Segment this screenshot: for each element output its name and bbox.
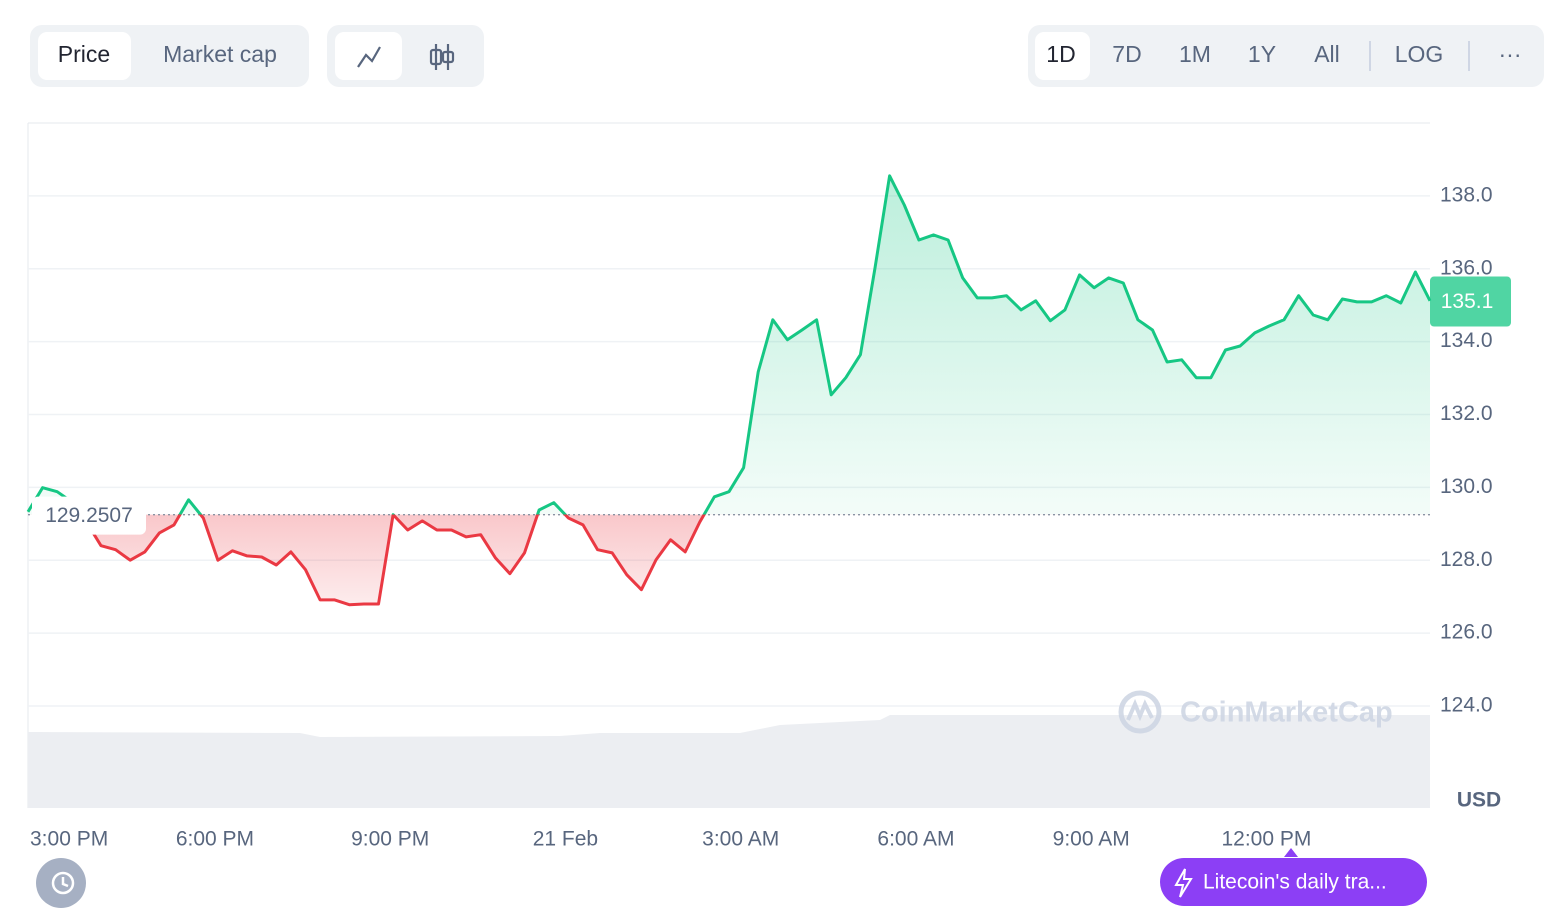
- baseline-label-box: [32, 496, 146, 535]
- y-tick-label: 138.0: [1440, 183, 1493, 206]
- tab-active[interactable]: [38, 32, 131, 80]
- watermark-text: CoinMarketCap: [1180, 697, 1393, 729]
- x-tick-label: 21 Feb: [533, 828, 598, 851]
- last-price-label: 135.1: [1441, 290, 1494, 313]
- range-group: [1028, 25, 1544, 87]
- range-1y[interactable]: 1Y: [1248, 41, 1276, 67]
- range-7d[interactable]: 7D: [1112, 41, 1141, 67]
- y-tick-label: 124.0: [1440, 694, 1493, 717]
- y-tick-label: 134.0: [1440, 329, 1493, 352]
- line-icon: [357, 46, 381, 68]
- y-tick-label: 132.0: [1440, 402, 1493, 425]
- news-button[interactable]: Litecoin's daily tra...: [1160, 848, 1427, 906]
- x-tick-label: 6:00 PM: [176, 828, 254, 851]
- x-tick-label: 9:00 PM: [351, 828, 429, 851]
- price-line: [26, 174, 1432, 607]
- x-tick-label: 3:00 PM: [30, 828, 108, 851]
- more-button[interactable]: ···: [1499, 41, 1522, 67]
- plot: 129.2507 135.1: [26, 174, 1511, 607]
- tab-market-cap[interactable]: Market cap: [163, 41, 277, 67]
- baseline-label: 129.2507: [45, 504, 133, 527]
- news-text[interactable]: Litecoin's daily tra...: [1203, 871, 1387, 894]
- x-tick-label: 9:00 AM: [1053, 828, 1130, 851]
- range-1d[interactable]: 1D: [1046, 41, 1075, 67]
- range-all[interactable]: All: [1314, 41, 1340, 67]
- watermark: CoinMarketCap: [1118, 690, 1393, 734]
- volume-area: [28, 715, 1430, 808]
- x-tick-label: 6:00 AM: [877, 828, 954, 851]
- last-price-box: [1430, 276, 1511, 327]
- candle-icon[interactable]: [429, 44, 455, 70]
- y-tick-label: 130.0: [1440, 475, 1493, 498]
- y-tick-label: 126.0: [1440, 621, 1493, 644]
- currency-label: USD: [1457, 789, 1501, 812]
- history-button[interactable]: [36, 858, 86, 908]
- area-fill: [28, 175, 1430, 605]
- x-tick-label: 3:00 AM: [702, 828, 779, 851]
- range-active[interactable]: [1035, 32, 1090, 80]
- tab-price[interactable]: Price: [58, 41, 110, 67]
- y-tick-label: 136.0: [1440, 256, 1493, 279]
- x-tick-label: 12:00 PM: [1221, 828, 1311, 851]
- range-1m[interactable]: 1M: [1179, 41, 1211, 67]
- y-tick-label: 128.0: [1440, 548, 1493, 571]
- log-toggle[interactable]: LOG: [1395, 41, 1444, 67]
